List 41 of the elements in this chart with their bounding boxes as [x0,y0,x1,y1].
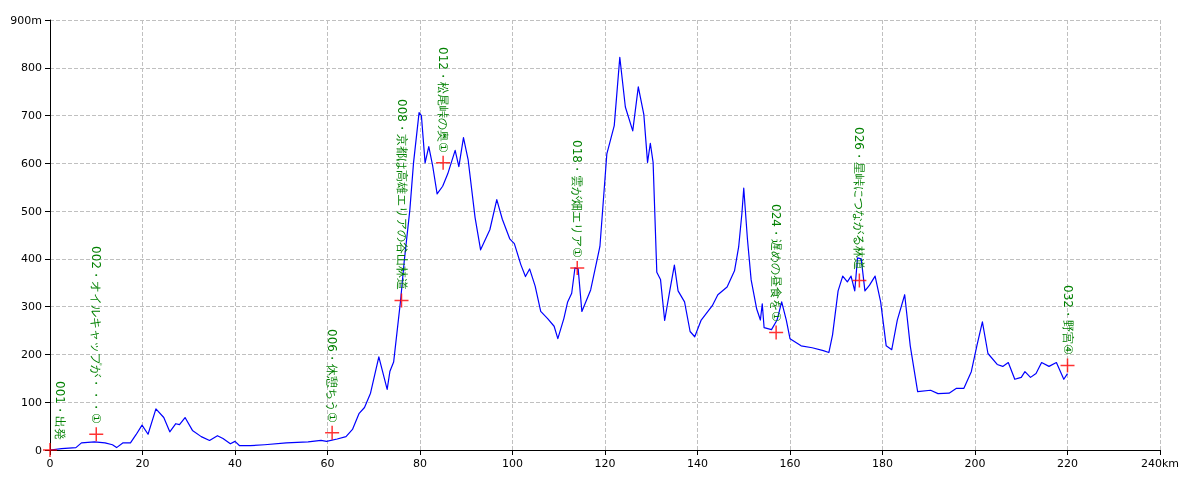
point [851,272,868,289]
x-tick-label: 180 [872,457,893,470]
point [569,260,585,276]
x-tick-label: 140 [687,457,708,470]
y-tick-label: 700 [21,109,42,123]
x-tick-label: 40 [228,457,242,470]
x-tick-label: 160 [779,457,801,470]
annotation: 008・京都は高雄エリアの谷山林道 [394,99,409,291]
point [768,324,784,341]
x-tick-label: 20 [135,457,150,470]
x-tick-label: 60 [320,457,335,470]
annotation: 012・松尾峠の奥① [436,46,451,153]
annotation: 026・星峠につながる林道 [852,127,867,271]
annotation: 006・休憩ちう① [325,328,340,423]
x-tick-label: 100 [502,457,523,470]
y-tick-label: 0 [35,443,42,457]
point [42,442,58,458]
y-tick-label: 600 [21,156,42,170]
x-tick-label: 200 [964,457,986,470]
point [435,155,451,171]
annotation: 024・遅めの昼食を① [769,204,784,323]
point [393,292,410,309]
point [88,426,104,442]
annotation: 002・オイルキャップが・・・① [89,246,104,424]
annotation: 001・出発 [53,381,67,440]
annotation: 018・雲が畑エリア① [570,139,585,258]
y-tick-label: 100 [21,395,42,409]
x-tick-label: 240km [1140,457,1180,470]
y-tick-label: 400 [21,252,42,266]
annotation: 032・野宮④ [1060,285,1075,356]
y-tick-label: 900m [10,13,42,27]
x-tick-label: 0 [46,457,54,470]
y-tick-label: 300 [21,300,42,314]
point [324,425,340,441]
point [1059,357,1076,374]
x-tick-label: 220 [1057,457,1078,470]
y-tick-label: 200 [21,347,42,361]
x-tick-label: 120 [594,457,616,470]
y-tick-label: 500 [21,204,42,218]
x-tick-label: 80 [413,457,427,470]
y-tick-label: 800 [21,61,42,75]
